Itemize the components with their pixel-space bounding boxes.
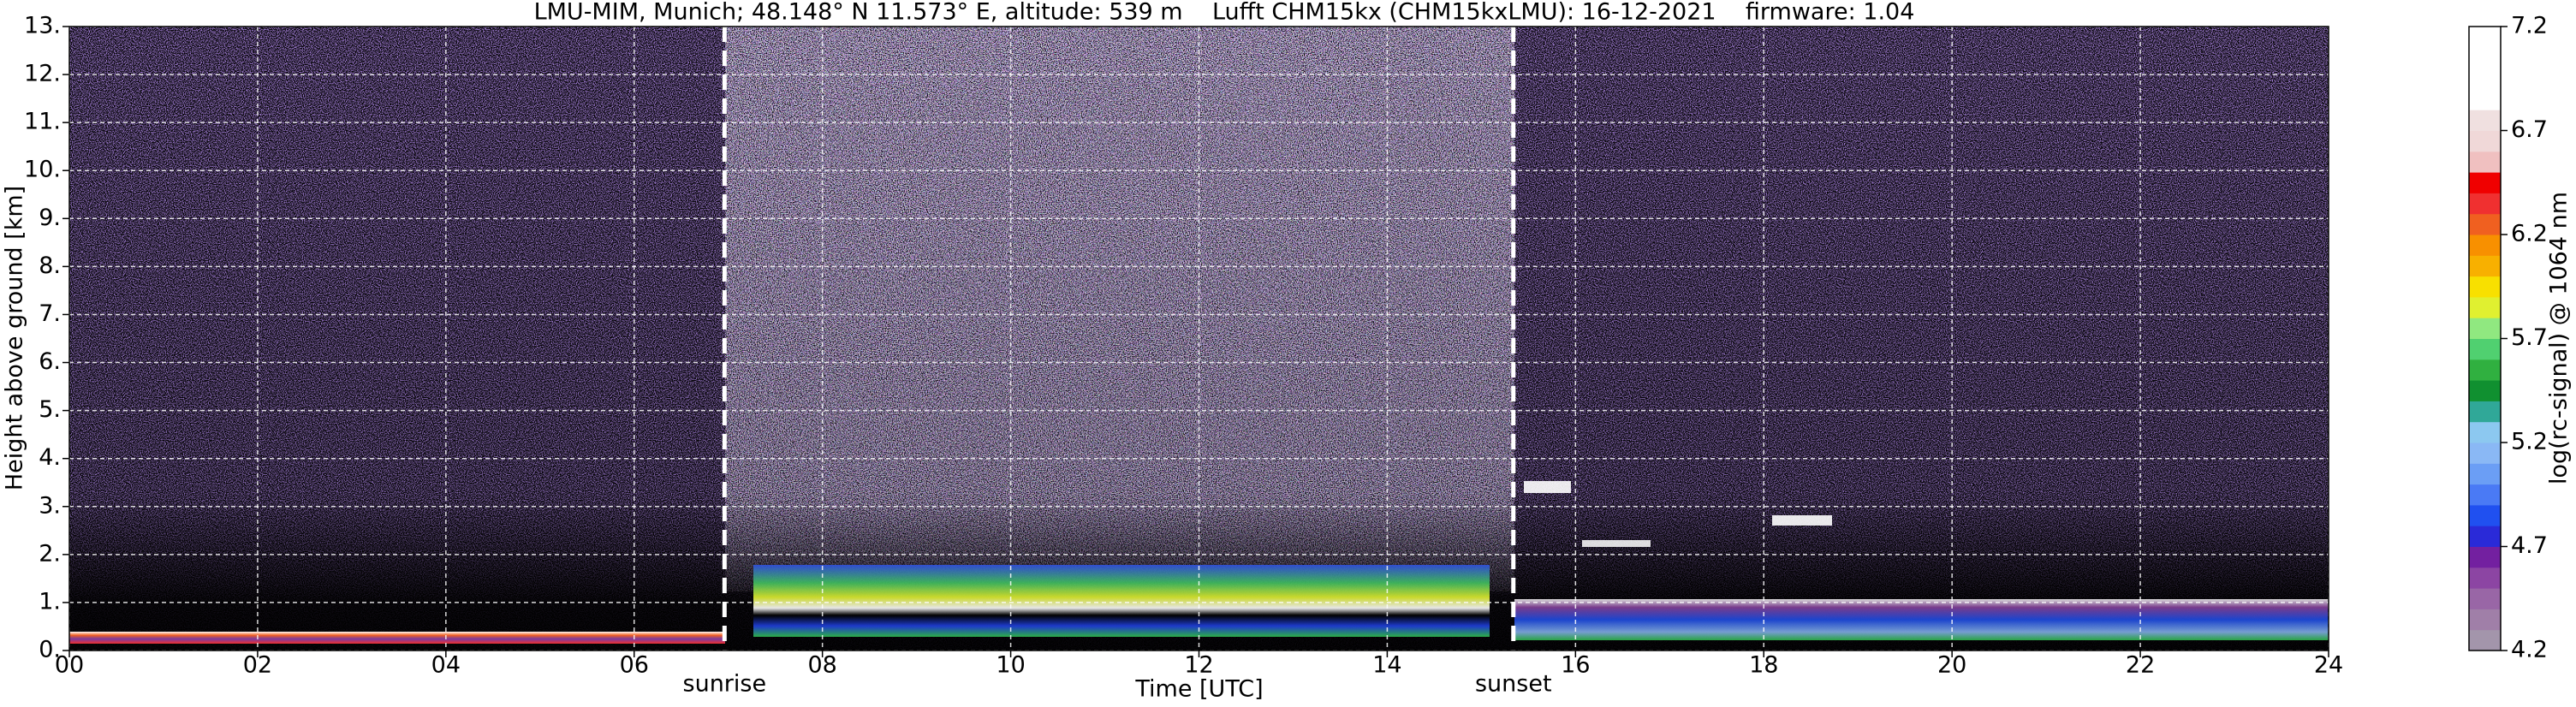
y-tick-label: 7. [39, 300, 61, 327]
x-tick-label: 14 [1372, 652, 1401, 679]
colorbar-cell [2469, 88, 2501, 110]
x-tick-label: 08 [807, 652, 836, 679]
y-tick-label: 9. [39, 205, 61, 231]
y-tick-label: 1. [39, 588, 61, 615]
x-tick-label: 24 [2314, 652, 2343, 679]
colorbar-cell [2469, 318, 2501, 339]
colorbar-cell [2469, 130, 2501, 152]
y-tick-label: 11. [24, 109, 61, 135]
y-axis-label: Height above ground [km] [2, 186, 28, 490]
heatmap-texture [1772, 515, 1832, 526]
x-tick-label: 12 [1184, 652, 1213, 679]
colorbar-cell [2469, 380, 2501, 401]
colorbar-cell [2469, 629, 2501, 651]
x-tick-label: 04 [431, 652, 461, 679]
colorbar-cell [2469, 546, 2501, 568]
colorbar-cell [2469, 47, 2501, 69]
heatmap-texture [1514, 599, 2329, 640]
y-tick-label: 10. [24, 157, 61, 183]
annotation-label: sunset [1475, 671, 1552, 698]
y-tick-label: 4. [39, 444, 61, 471]
colorbar-cell [2469, 172, 2501, 193]
colorbar-tick-label: 4.7 [2511, 532, 2548, 559]
x-tick-label: 20 [1937, 652, 1966, 679]
colorbar-cell [2469, 296, 2501, 318]
colorbar-cell [2469, 276, 2501, 298]
colorbar-cell [2469, 110, 2501, 131]
heatmap-texture [1524, 481, 1571, 493]
colorbar-cell [2469, 68, 2501, 90]
y-tick-label: 0. [39, 637, 61, 663]
x-tick-label: 18 [1749, 652, 1778, 679]
colorbar-cell [2469, 609, 2501, 631]
heatmap-texture [69, 632, 725, 644]
colorbar-cell [2469, 213, 2501, 235]
colorbar-cell [2469, 401, 2501, 423]
annotation-label: sunrise [683, 671, 767, 698]
x-tick-label: 16 [1561, 652, 1590, 679]
colorbar-cell [2469, 443, 2501, 464]
colorbar-cell [2469, 484, 2501, 506]
colorbar-cell [2469, 359, 2501, 381]
colorbar-cell [2469, 567, 2501, 589]
y-tick-label: 3. [39, 492, 61, 519]
chart-title: LMU-MIM, Munich; 48.148° N 11.573° E, al… [534, 0, 1915, 26]
y-tick-label: 2. [39, 540, 61, 567]
x-tick-label: 10 [996, 652, 1025, 679]
colorbar-label: log(rc-signal) @ 1064 nm [2546, 192, 2573, 484]
y-tick-label: 13. [24, 13, 61, 39]
x-tick-label: 00 [55, 652, 84, 679]
x-tick-label: 06 [620, 652, 649, 679]
colorbar-cell [2469, 27, 2501, 48]
heatmap-texture [1582, 540, 1651, 547]
y-tick-label: 12. [24, 61, 61, 87]
y-tick-label: 8. [39, 253, 61, 279]
colorbar-cell [2469, 588, 2501, 609]
colorbar-cell [2469, 338, 2501, 360]
x-axis-label: Time [UTC] [1134, 676, 1263, 703]
y-tick-label: 5. [39, 396, 61, 423]
colorbar-cell [2469, 151, 2501, 173]
heatmap-texture [753, 565, 1490, 637]
colorbar-tick-label: 5.2 [2511, 429, 2548, 455]
colorbar-tick-label: 6.7 [2511, 116, 2548, 143]
plot-frame [68, 26, 2329, 651]
colorbar-tick-label: 4.2 [2511, 637, 2548, 663]
colorbar-cell [2469, 463, 2501, 485]
y-tick-label: 6. [39, 348, 61, 375]
colorbar-cell [2469, 504, 2501, 526]
x-tick-label: 22 [2126, 652, 2155, 679]
colorbar-cell [2469, 235, 2501, 256]
colorbar-tick-label: 5.7 [2511, 324, 2548, 351]
colorbar-cell [2469, 255, 2501, 277]
colorbar-cell [2469, 193, 2501, 215]
x-tick-label: 02 [243, 652, 272, 679]
colorbar-cell [2469, 421, 2501, 443]
colorbar-tick-label: 7.2 [2511, 13, 2548, 39]
colorbar-cell [2469, 526, 2501, 547]
heatmap-texture [725, 27, 1514, 591]
colorbar-tick-label: 6.2 [2511, 221, 2548, 247]
